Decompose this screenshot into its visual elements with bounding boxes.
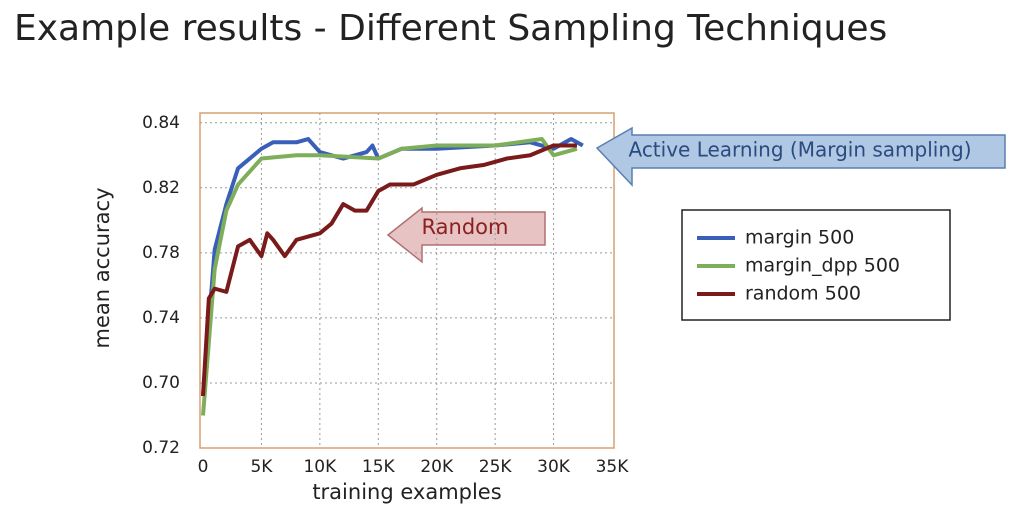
blue-arrow: Active Learning (Margin sampling)	[595, 126, 1006, 187]
x-tick-label: 30K	[537, 457, 571, 477]
y-tick-label: 0.82	[142, 178, 180, 198]
plot-frame	[199, 112, 615, 449]
x-tick-label: 10K	[303, 457, 337, 477]
legend-label: margin 500	[745, 227, 854, 249]
x-tick-label: 35K	[596, 457, 630, 477]
x-tick-label: 0	[198, 457, 209, 477]
y-tick-label: 0.72	[142, 438, 180, 458]
series-line	[201, 137, 584, 397]
slide-title: Example results - Different Sampling Tec…	[14, 8, 887, 49]
x-tick-label: 15K	[362, 457, 396, 477]
y-axis-label: mean accuracy	[90, 188, 114, 349]
series-line	[201, 143, 577, 397]
y-tick-label: 0.74	[142, 308, 180, 328]
legend-label: random 500	[745, 283, 861, 305]
y-tick-label: 0.84	[142, 113, 180, 133]
annotation: Random	[422, 215, 509, 239]
red-arrow: Random	[386, 206, 546, 264]
series-line	[201, 137, 578, 416]
y-tick-label: 0.70	[142, 373, 180, 393]
y-tick-label: 0.78	[142, 243, 180, 263]
x-axis-label: training examples	[312, 480, 501, 504]
legend-label: margin_dpp 500	[745, 255, 900, 277]
x-tick-label: 5K	[250, 457, 273, 477]
x-tick-label: 20K	[420, 457, 454, 477]
annotation: Active Learning (Margin sampling)	[628, 138, 971, 162]
x-tick-label: 25K	[479, 457, 513, 477]
